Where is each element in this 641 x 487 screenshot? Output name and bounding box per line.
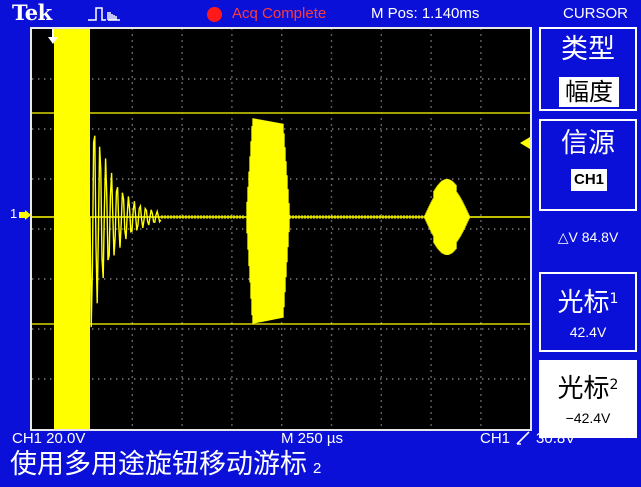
delta-v-readout: △V 84.8V: [539, 223, 637, 263]
acq-status-dot: [207, 7, 222, 22]
cursor1-index: 1: [609, 291, 619, 307]
trace-initial-pulse: [54, 29, 90, 429]
trigger-position-icon: [48, 29, 58, 44]
menu-source-button[interactable]: 信源 CH1: [539, 119, 637, 211]
trace-noise: [161, 215, 423, 219]
hint-number: 2: [313, 460, 322, 477]
brand-logo: Tek: [12, 0, 52, 25]
hint-message: 使用多用途旋钮移动游标 2: [10, 447, 321, 487]
trace-echo-2: [424, 179, 470, 255]
waveform-display: [32, 29, 530, 429]
menu-source-value: CH1: [571, 169, 607, 191]
main-position-readout: M Pos: 1.140ms: [371, 5, 480, 22]
menu-cursor2-value: −42.4V: [565, 410, 611, 426]
delta-v-value: △V 84.8V: [557, 229, 619, 245]
menu-cursor2-title: 光标2: [541, 370, 635, 404]
trigger-pulse-icon: [88, 7, 120, 21]
menu-cursor2-button[interactable]: 光标2 −42.4V: [539, 360, 637, 438]
rising-edge-icon: [516, 431, 530, 445]
cursor-menu: 类型 幅度 信源 CH1 △V 84.8V 光标1 42.4V 光标2 −42.…: [535, 27, 641, 438]
ch1-ground-marker: 1: [10, 206, 18, 221]
menu-title: CURSOR: [563, 5, 629, 22]
cursor2-index: 2: [609, 377, 619, 393]
ch1-scale-readout: CH1 20.0V: [12, 430, 86, 447]
menu-cursor1-value: 42.4V: [569, 324, 607, 340]
trigger-source: CH1: [480, 430, 511, 447]
trigger-level: 30.8V: [536, 430, 576, 447]
menu-type-button[interactable]: 类型 幅度: [539, 27, 637, 111]
timebase-readout: M 250 µs: [281, 430, 343, 447]
hint-text: 使用多用途旋钮移动游标: [10, 449, 307, 480]
trace-echo-1: [246, 118, 290, 324]
menu-cursor1-title: 光标1: [541, 284, 635, 318]
menu-source-title: 信源: [561, 128, 615, 159]
cursor1-label: 光标: [557, 288, 610, 318]
menu-type-value: 幅度: [559, 77, 619, 107]
graticule: [30, 27, 532, 431]
acq-status: Acq Complete: [232, 5, 327, 22]
trigger-level-icon: [520, 137, 530, 149]
ch1-marker-arrow-icon: [19, 210, 31, 220]
menu-cursor1-button[interactable]: 光标1 42.4V: [539, 272, 637, 352]
menu-type-title: 类型: [561, 34, 615, 65]
trigger-readout: CH1 30.8V: [480, 430, 575, 447]
trace-ringing: [89, 135, 162, 328]
cursor2-label: 光标: [557, 374, 610, 404]
status-bar: Tek Acq Complete M Pos: 1.140ms CURSOR: [0, 0, 641, 28]
